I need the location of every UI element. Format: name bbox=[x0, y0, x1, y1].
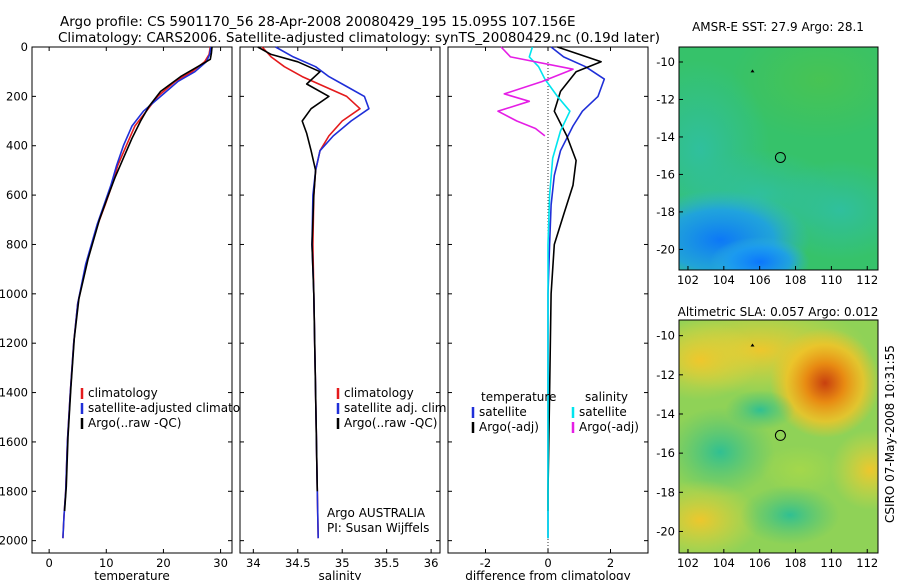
sla-map-lon-label: 104 bbox=[713, 556, 735, 570]
salinity-xtick-label: 36 bbox=[424, 556, 439, 570]
previous-position-marker bbox=[750, 343, 755, 347]
sla-map-lon-label: 106 bbox=[749, 556, 771, 570]
sst-field bbox=[679, 47, 878, 270]
sla-map-lat-label: -20 bbox=[656, 524, 675, 538]
salinity-xtick-label: 35.5 bbox=[374, 556, 400, 570]
sst-map-lat-label: -12 bbox=[656, 92, 675, 106]
figure-title-line2: Climatology: CARS2006. Satellite-adjuste… bbox=[58, 30, 660, 46]
sst-map-frame bbox=[678, 46, 879, 271]
sla-map-lon-label: 108 bbox=[785, 556, 807, 570]
salinity-profile-panel: 34 34.5 35 35.5 36 salinity climatologysatelli… bbox=[239, 46, 450, 580]
legend-entry-label: satellite adj. clim. bbox=[344, 401, 450, 415]
legend-entry-label: climatology bbox=[344, 386, 414, 400]
sla-map-lon-label: 102 bbox=[677, 556, 699, 570]
argo-attribution-text: PI: Susan Wijffels bbox=[327, 521, 429, 535]
temperature-xtick-label: 30 bbox=[213, 556, 228, 570]
temperature-xtick-label: 20 bbox=[156, 556, 171, 570]
difference-series-salinity-argo-adj- bbox=[497, 46, 574, 137]
temperature-xtick-label: 10 bbox=[99, 556, 114, 570]
argo-position-marker bbox=[774, 429, 786, 441]
sst-map-lon-label: 106 bbox=[749, 273, 771, 287]
sst-map-axes: 102 104 106 108 110 112 -10 -12 -14 -16 -18 -20 bbox=[656, 46, 879, 287]
sla-map-axes: 102 104 106 108 110 112 -10 -12 -14 -16 -18 -20 bbox=[656, 319, 879, 570]
figure-title-line1: Argo profile: CS 5901170_56 28-Apr-2008 … bbox=[60, 14, 576, 30]
temperature-plot-frame bbox=[31, 46, 233, 554]
sst-map-lon-label: 102 bbox=[677, 273, 699, 287]
legend-heading: salinity bbox=[585, 390, 628, 404]
depth-tick-label: 0 bbox=[21, 40, 28, 54]
sst-map-lon-label: 112 bbox=[856, 273, 878, 287]
salinity-xtick-label: 34.5 bbox=[285, 556, 311, 570]
sla-map-title: Altimetric SLA: 0.057 Argo: 0.012 bbox=[678, 305, 879, 319]
sst-map-lat-label: -16 bbox=[656, 167, 675, 181]
salinity-xtick-label: 35 bbox=[335, 556, 350, 570]
legend-entry-label: Argo(-adj) bbox=[479, 420, 539, 434]
depth-tick-label: 1200 bbox=[0, 336, 28, 350]
argo-position-marker bbox=[774, 151, 786, 163]
legend-entry-label: satellite-adjusted climatology bbox=[88, 401, 266, 415]
sla-map-lat-label: -14 bbox=[656, 407, 675, 421]
legend-entry-label: satellite bbox=[479, 405, 527, 419]
sla-map-lat-label: -12 bbox=[656, 368, 675, 382]
depth-tick-label: 600 bbox=[6, 188, 28, 202]
salinity-xtick-label: 34 bbox=[246, 556, 261, 570]
sst-map-panel: AMSR-E SST: 27.9 Argo: 28.1 102 104 106 108… bbox=[656, 20, 879, 287]
difference-xtick-label: -2 bbox=[480, 556, 491, 570]
depth-tick-label: 1600 bbox=[0, 435, 28, 449]
depth-tick-label: 200 bbox=[6, 89, 28, 103]
sst-map-lon-label: 108 bbox=[785, 273, 807, 287]
legend-entry-label: Argo(-adj) bbox=[579, 420, 639, 434]
sst-map-lat-label: -10 bbox=[656, 55, 675, 69]
difference-series-temperature-argo-adj- bbox=[547, 46, 602, 511]
sst-map-title: AMSR-E SST: 27.9 Argo: 28.1 bbox=[692, 20, 864, 34]
sla-field bbox=[679, 320, 878, 553]
sst-map-lat-label: -14 bbox=[656, 130, 675, 144]
temperature-profile-panel: 0 10 20 30 0 200 400 600 800 1000 1200 1400 1600 1800… bbox=[0, 40, 266, 580]
depth-tick-label: 1800 bbox=[0, 484, 28, 498]
depth-tick-label: 1400 bbox=[0, 386, 28, 400]
sla-map-lon-label: 112 bbox=[856, 556, 878, 570]
depth-tick-label: 1000 bbox=[0, 287, 28, 301]
sla-map-frame bbox=[678, 319, 879, 554]
sla-map-lat-label: -10 bbox=[656, 329, 675, 343]
difference-xtick-label: 2 bbox=[607, 556, 614, 570]
legend-entry-label: Argo(..raw -QC) bbox=[88, 416, 181, 430]
legend-heading: temperature bbox=[481, 390, 556, 404]
temperature-series-argo-raw-qc- bbox=[63, 46, 213, 512]
sst-map-lat-label: -18 bbox=[656, 205, 675, 219]
depth-tick-label: 400 bbox=[6, 139, 28, 153]
temperature-xtick-label: 0 bbox=[45, 556, 52, 570]
sla-map-lat-label: -18 bbox=[656, 485, 675, 499]
legend-entry-label: Argo(..raw -QC) bbox=[344, 416, 437, 430]
depth-tick-label: 800 bbox=[6, 237, 28, 251]
salinity-series-argo-raw-qc- bbox=[257, 46, 330, 492]
depth-tick-label: 2000 bbox=[0, 534, 28, 548]
legend-entry-label: satellite bbox=[579, 405, 627, 419]
sst-map-lon-label: 104 bbox=[713, 273, 735, 287]
side-caption: CSIRO 07-May-2008 10:31:55 bbox=[883, 345, 897, 523]
difference-series-salinity-satellite bbox=[528, 46, 571, 539]
sst-map-lat-label: -20 bbox=[656, 242, 675, 256]
difference-axis-label: difference from climatology bbox=[465, 569, 631, 580]
previous-position-marker bbox=[750, 69, 755, 73]
argo-attribution-text: Argo AUSTRALIA bbox=[327, 506, 426, 520]
sla-map-lat-label: -16 bbox=[656, 446, 675, 460]
sla-map-panel: Altimetric SLA: 0.057 Argo: 0.012 102 104… bbox=[656, 305, 879, 570]
temperature-axis-label: temperature bbox=[94, 569, 169, 580]
sla-map-lon-label: 110 bbox=[820, 556, 842, 570]
legend-entry-label: climatology bbox=[88, 386, 158, 400]
difference-xtick-label: 0 bbox=[544, 556, 551, 570]
salinity-axis-label: salinity bbox=[318, 569, 361, 580]
sst-map-lon-label: 110 bbox=[820, 273, 842, 287]
